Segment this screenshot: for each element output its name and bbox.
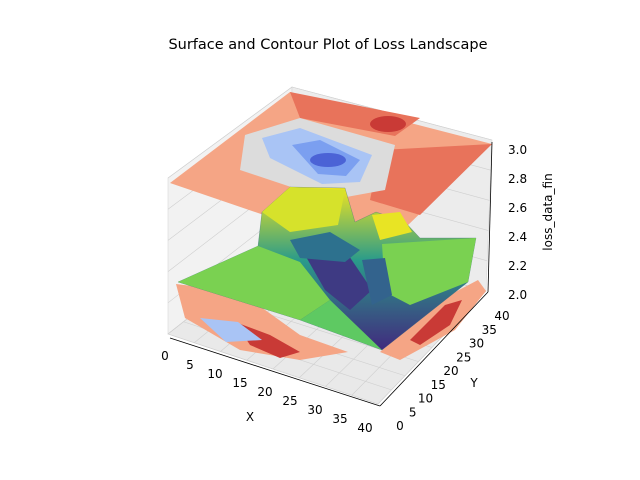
x-axis-line [169,337,381,407]
surface-plateau-right [382,238,476,305]
surface-plot [177,186,477,351]
z-tick-label: 2.4 [508,230,527,244]
bottom-contour-left-red [235,322,300,358]
surface-mid-valley [290,232,360,262]
surface-deep-valley [305,250,372,310]
x-tick-label: 25 [282,394,297,408]
y-tick-label: 35 [482,323,497,337]
bottom-contour-right-red [410,300,462,345]
top-contour-layer [170,92,492,254]
surface-plateau-front [300,300,382,350]
top-contour-warm-right [370,144,492,215]
x-tick-label: 5 [186,358,194,372]
x-tick-labels: 0 5 10 15 20 25 30 35 40 [161,349,372,435]
z-tick-label: 2.8 [508,172,527,186]
top-contour-peak [370,116,406,132]
bottom-contour-left-blue [200,318,262,342]
z-tick-label: 3.0 [508,143,527,157]
z-axis-line [487,141,493,293]
bottom-contour-layer [176,280,486,360]
x-tick-label: 35 [332,412,347,426]
surface-yellow-bump [372,212,412,240]
z-axis-label: loss_data_fin [541,173,555,250]
x-tick-label: 20 [257,385,272,399]
y-tick-label: 40 [494,309,509,323]
y-tick-label: 10 [418,392,433,406]
z-tick-label: 2.6 [508,201,527,215]
surface-yellow-crest [262,187,345,232]
y-axis-line [379,291,489,407]
y-tick-label: 30 [469,337,484,351]
surface-plateau-left [178,246,330,320]
grid-line-z-left [167,86,293,179]
y-tick-label: 5 [409,405,417,419]
y-tick-label: 25 [456,350,471,364]
x-tick-label: 0 [161,349,169,363]
x-tick-label: 30 [307,403,322,417]
z-tick-label: 2.2 [508,259,527,273]
x-tick-label: 15 [232,376,247,390]
x-tick-label: 10 [207,367,222,381]
z-tick-label: 2.0 [508,288,527,302]
z-tick-labels: 2.0 2.2 2.4 2.6 2.8 3.0 [508,143,527,302]
y-tick-label: 15 [431,378,446,392]
y-tick-label: 20 [443,364,458,378]
bottom-contour-left [176,284,348,360]
x-tick-label: 40 [357,421,372,435]
x-axis-label: X [246,410,254,424]
surface-valley-right [362,258,392,305]
chart-title: Surface and Contour Plot of Loss Landsca… [168,37,487,53]
y-axis-label: Y [469,376,478,390]
y-tick-label: 0 [396,419,404,433]
top-contour-valley [310,153,346,167]
